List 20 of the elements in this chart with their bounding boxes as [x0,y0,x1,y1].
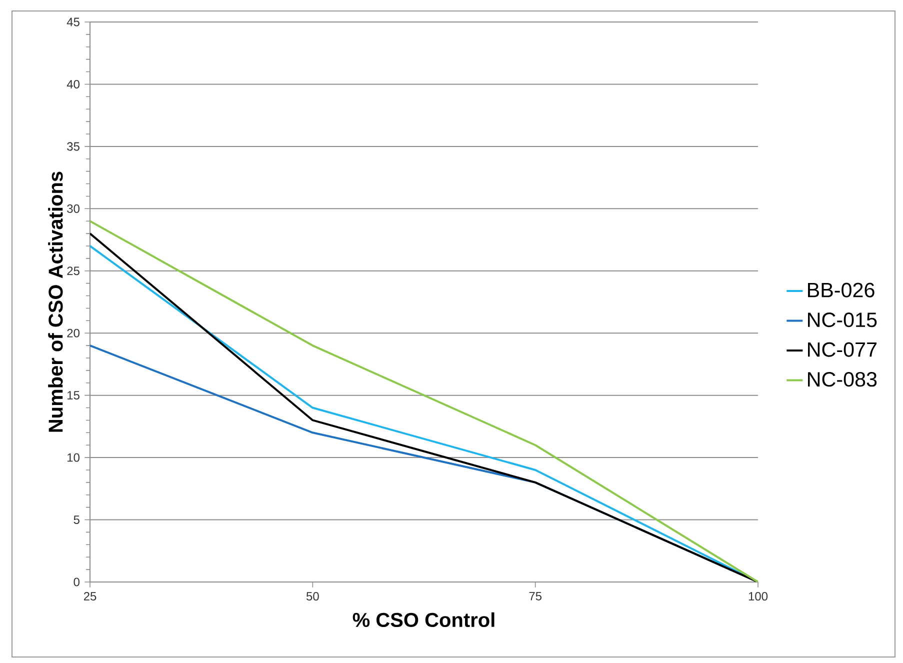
y-tick-label: 5 [74,516,80,524]
y-tick-label: 30 [67,204,80,213]
x-axis-title: % CSO Control [352,612,494,628]
legend-label: NC-077 [808,342,876,357]
x-tick-label: 75 [529,592,542,600]
y-tick-label: 15 [68,391,80,400]
y-tick-label: 40 [66,80,80,88]
y-axis-title: Number of CSO Activations [48,172,63,432]
x-tick-label: 50 [306,592,319,601]
y-tick-label: 0 [74,578,80,586]
legend-label: BB-026 [808,282,874,298]
legend-label: NC-083 [808,372,877,387]
y-tick-label: 45 [66,18,80,26]
y-tick-label: 35 [67,142,80,151]
legend-label: NC-015 [808,312,877,328]
y-tick-label: 10 [68,453,80,462]
y-tick-label: 25 [67,266,80,276]
y-tick-label: 20 [67,328,80,338]
x-tick-label: 25 [84,592,96,601]
x-tick-label: 100 [748,592,768,601]
